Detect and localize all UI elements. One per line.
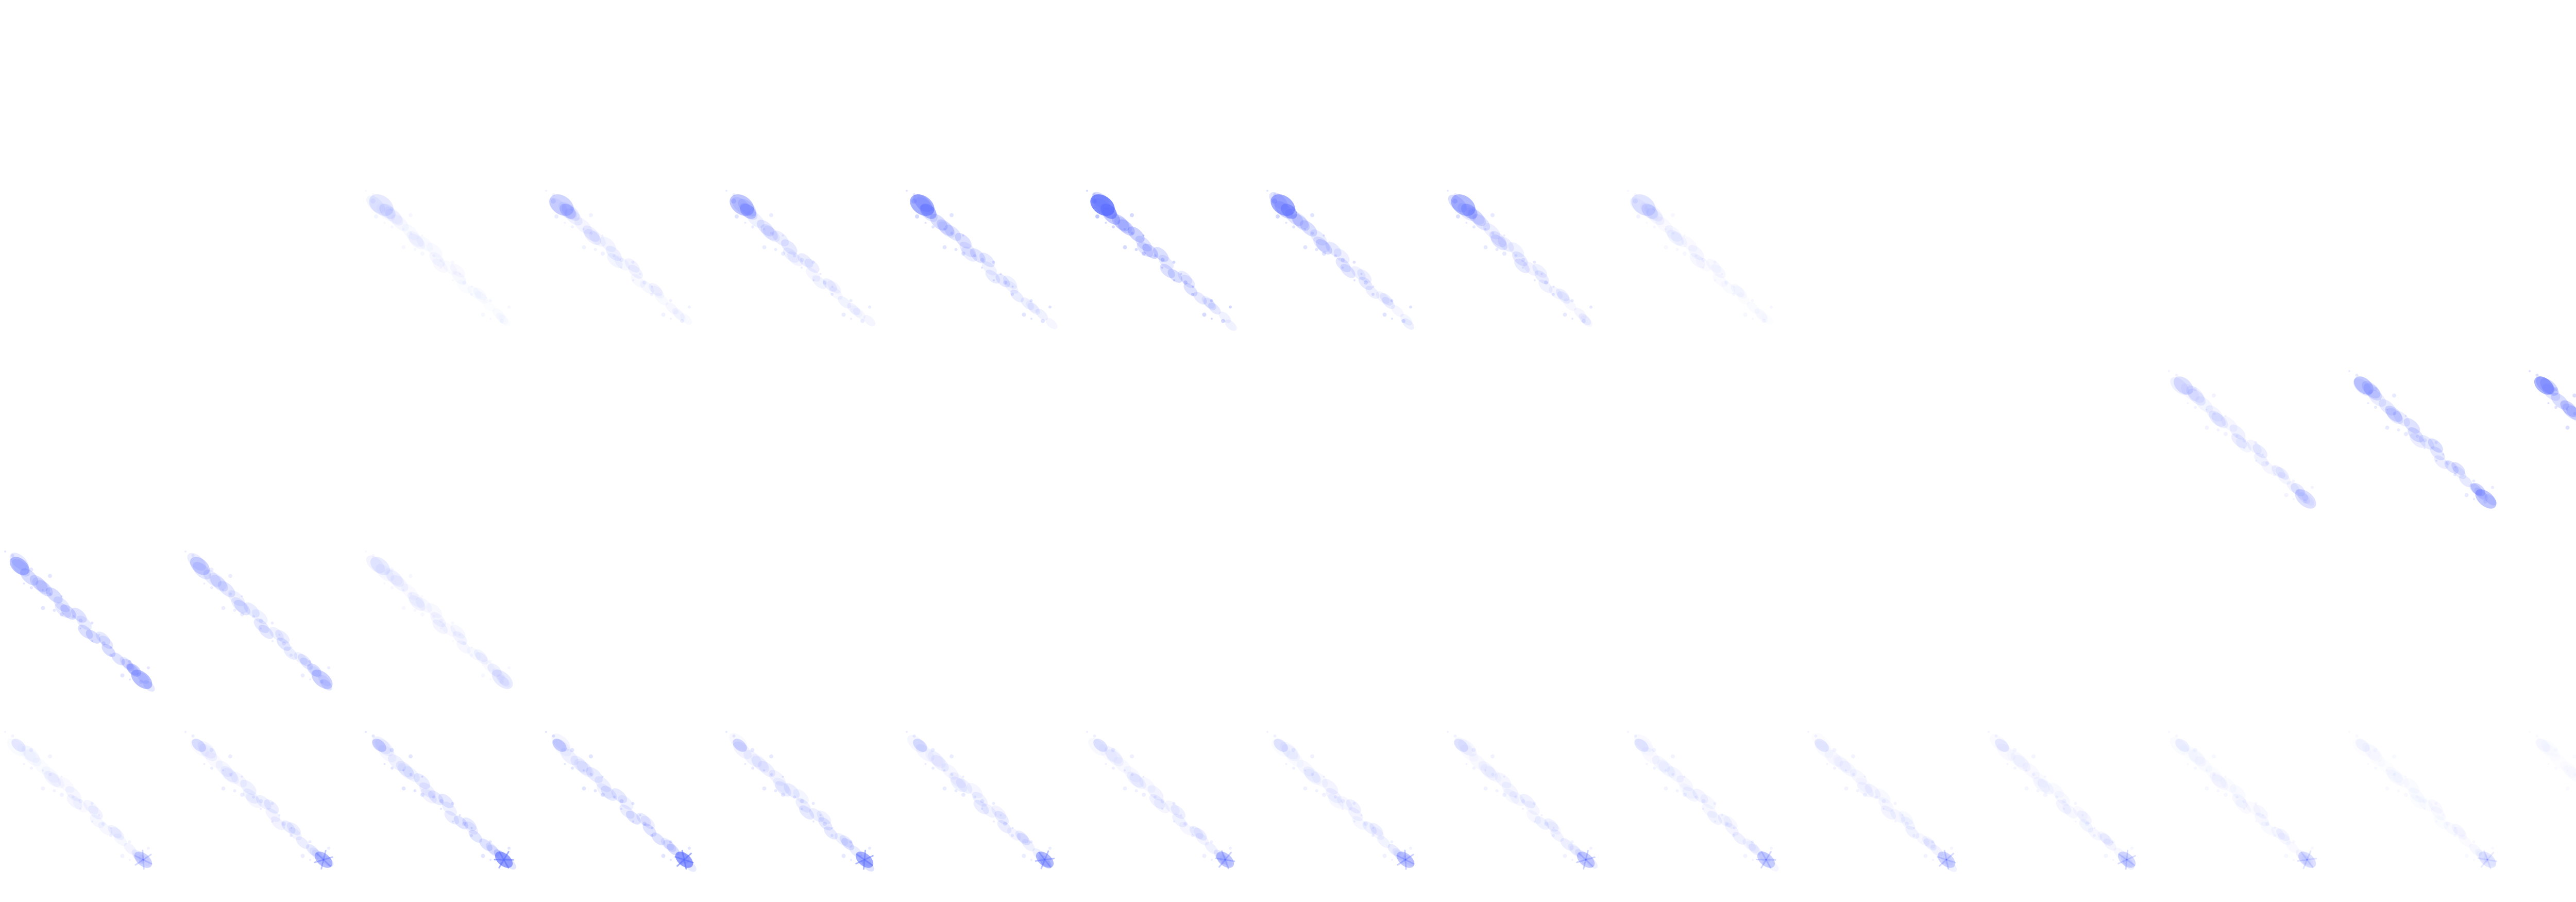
sprite-frame — [1623, 722, 1803, 902]
streak-effect — [1807, 731, 1957, 872]
sprite-frame — [902, 722, 1082, 902]
sprite-frame — [541, 722, 721, 902]
streak-effect — [4, 550, 155, 692]
streak-effect — [365, 731, 517, 870]
streak-effect — [2348, 731, 2498, 870]
streak-effect — [184, 550, 333, 691]
sprite-frame — [1443, 180, 1623, 361]
sprite-frame — [180, 541, 361, 722]
sprite-frame — [2344, 361, 2524, 541]
streak-effect — [2168, 731, 2317, 870]
sprite-frame — [2524, 361, 2576, 541]
streak-effect — [1627, 190, 1773, 323]
sprite-frame — [1262, 180, 1443, 361]
sprite-frame — [721, 180, 902, 361]
streak-effect — [365, 550, 513, 689]
sprite-frame — [1082, 722, 1262, 902]
streak-effect — [2168, 370, 2316, 509]
streak-effect — [2529, 370, 2576, 430]
streak-effect — [1447, 731, 1598, 870]
sprite-frame — [361, 541, 541, 722]
sprite-frame — [1623, 180, 1803, 361]
sprite-frame — [2524, 722, 2576, 902]
streak-effect — [725, 190, 876, 326]
streak-effect — [545, 190, 691, 323]
sprite-frame — [2164, 361, 2344, 541]
sprite-frame — [361, 722, 541, 902]
streak-effect — [184, 731, 334, 870]
sprite-frame — [541, 180, 721, 361]
streak-effect — [1086, 731, 1235, 870]
sprite-frame — [1984, 722, 2164, 902]
sprite-frame — [1443, 722, 1623, 902]
streak-effect — [2536, 739, 2550, 752]
streak-effect — [1627, 731, 1779, 872]
sprite-frame — [180, 722, 361, 902]
sprite-frame — [0, 722, 180, 902]
streak-effect — [2348, 370, 2497, 509]
streak-effect — [1266, 190, 1414, 330]
streak-effect — [725, 731, 874, 872]
streak-effect — [365, 190, 511, 323]
sprite-frame — [361, 180, 541, 361]
sprite-frame — [1082, 180, 1262, 361]
streak-effect — [1086, 190, 1237, 331]
streak-effect — [4, 731, 152, 870]
sprite-frame — [902, 180, 1082, 361]
sprite-frame — [2344, 722, 2524, 902]
sprite-frame — [2164, 722, 2344, 902]
sprite-frame — [1803, 722, 1984, 902]
sprite-frame — [0, 541, 180, 722]
streak-effect — [545, 731, 697, 872]
streak-effect — [906, 190, 1058, 329]
streak-effect — [1447, 190, 1592, 327]
streak-effect — [906, 731, 1055, 870]
streak-effect — [1266, 731, 1415, 870]
sprite-frame — [1262, 722, 1443, 902]
streak-effect — [1988, 731, 2136, 870]
sprite-frame — [721, 722, 902, 902]
